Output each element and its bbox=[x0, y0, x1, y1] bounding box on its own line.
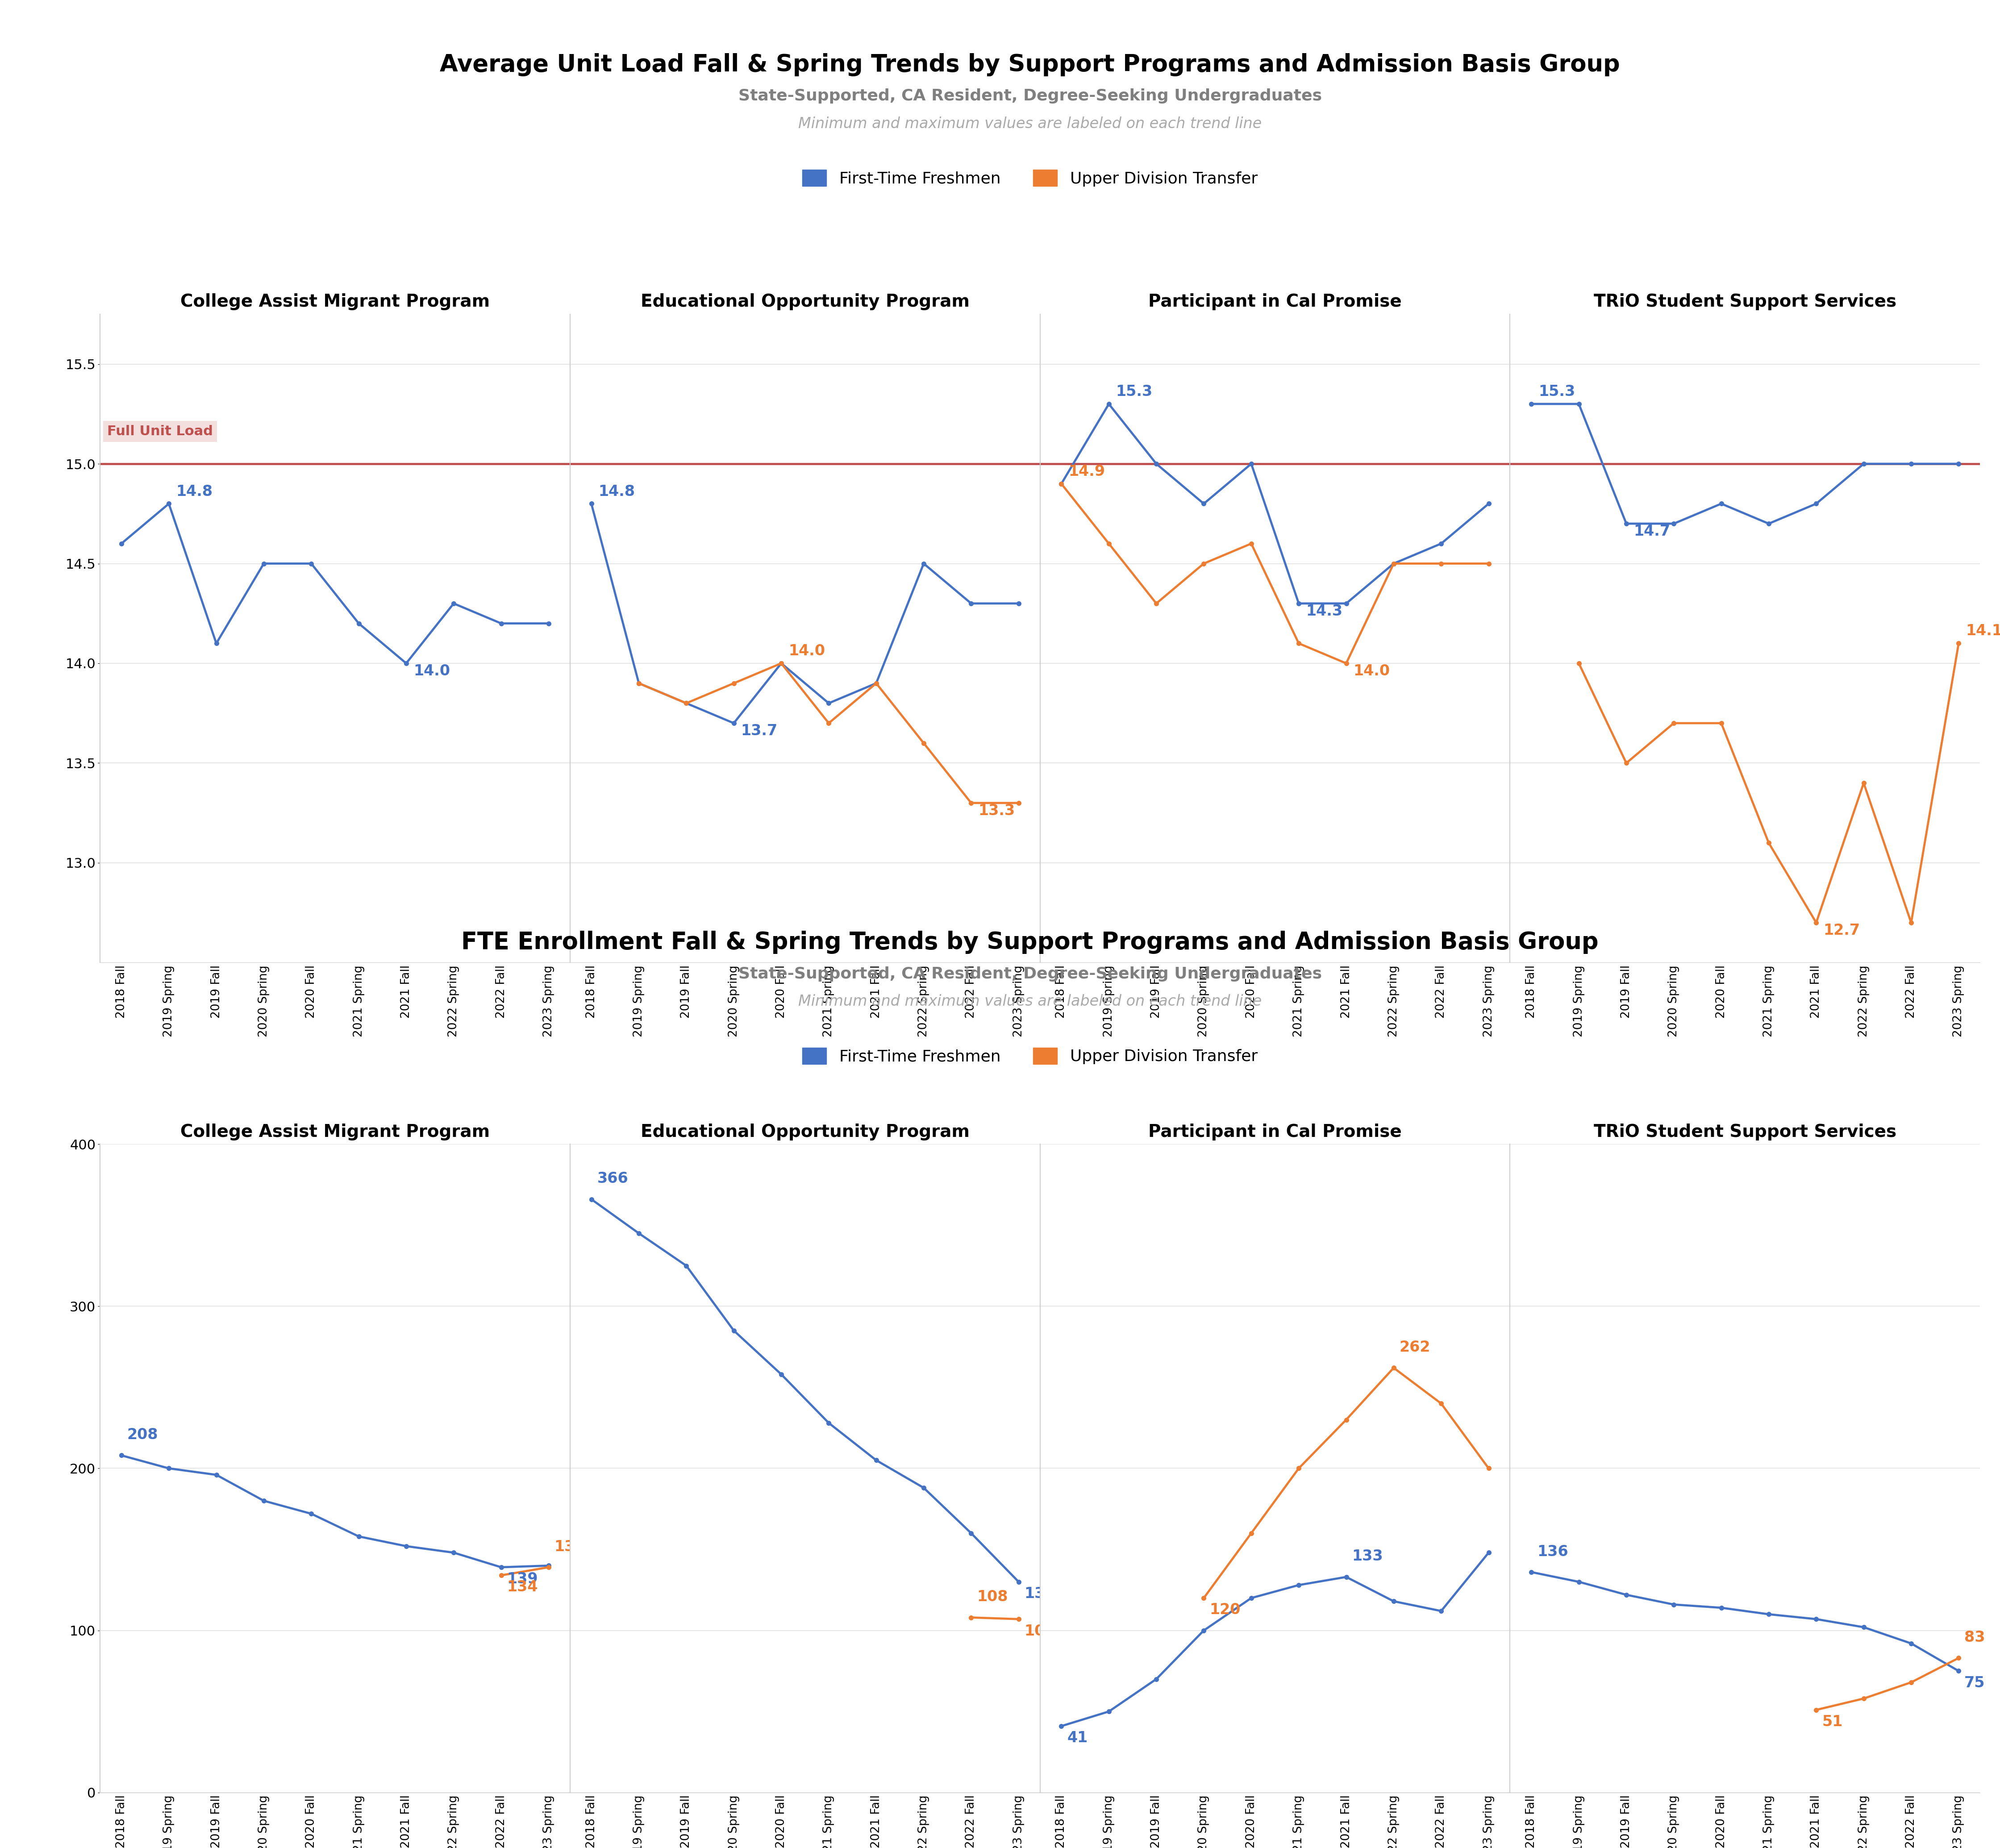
Title: Participant in Cal Promise: Participant in Cal Promise bbox=[1148, 1124, 1402, 1140]
Legend: First-Time Freshmen, Upper Division Transfer: First-Time Freshmen, Upper Division Tran… bbox=[796, 163, 1264, 192]
Text: 262: 262 bbox=[1400, 1340, 1430, 1355]
Text: FTE Enrollment Fall & Spring Trends by Support Programs and Admission Basis Grou: FTE Enrollment Fall & Spring Trends by S… bbox=[462, 931, 1598, 954]
Text: 14.8: 14.8 bbox=[598, 484, 636, 499]
Text: 108: 108 bbox=[976, 1589, 1008, 1604]
Text: Minimum and maximum values are labeled on each trend line: Minimum and maximum values are labeled o… bbox=[798, 116, 1262, 131]
Title: College Assist Migrant Program: College Assist Migrant Program bbox=[180, 294, 490, 310]
Title: Educational Opportunity Program: Educational Opportunity Program bbox=[640, 1124, 970, 1140]
Text: 83: 83 bbox=[1964, 1630, 1986, 1645]
Title: College Assist Migrant Program: College Assist Migrant Program bbox=[180, 1124, 490, 1140]
Text: 14.0: 14.0 bbox=[414, 663, 450, 678]
Text: Average Unit Load Fall & Spring Trends by Support Programs and Admission Basis G: Average Unit Load Fall & Spring Trends b… bbox=[440, 54, 1620, 76]
Text: 13.7: 13.7 bbox=[740, 724, 778, 737]
Text: 14.1: 14.1 bbox=[1966, 625, 2000, 639]
Text: 139: 139 bbox=[506, 1573, 538, 1587]
Text: 41: 41 bbox=[1068, 1732, 1088, 1745]
Legend: First-Time Freshmen, Upper Division Transfer: First-Time Freshmen, Upper Division Tran… bbox=[796, 1040, 1264, 1070]
Text: 120: 120 bbox=[1210, 1602, 1240, 1617]
Text: 13.3: 13.3 bbox=[978, 804, 1016, 819]
Text: State-Supported, CA Resident, Degree-Seeking Undergraduates: State-Supported, CA Resident, Degree-See… bbox=[738, 89, 1322, 103]
Text: 14.0: 14.0 bbox=[1354, 663, 1390, 678]
Title: Educational Opportunity Program: Educational Opportunity Program bbox=[640, 294, 970, 310]
Text: State-Supported, CA Resident, Degree-Seeking Undergraduates: State-Supported, CA Resident, Degree-See… bbox=[738, 967, 1322, 981]
Text: 134: 134 bbox=[506, 1580, 538, 1595]
Text: 130: 130 bbox=[1024, 1586, 1056, 1600]
Title: Participant in Cal Promise: Participant in Cal Promise bbox=[1148, 294, 1402, 310]
Text: 208: 208 bbox=[128, 1427, 158, 1441]
Text: 136: 136 bbox=[1538, 1545, 1568, 1560]
Text: 15.3: 15.3 bbox=[1116, 384, 1152, 399]
Text: 14.0: 14.0 bbox=[788, 643, 826, 658]
Text: Minimum and maximum values are labeled on each trend line: Minimum and maximum values are labeled o… bbox=[798, 994, 1262, 1009]
Text: 75: 75 bbox=[1964, 1676, 1986, 1691]
Text: 139: 139 bbox=[554, 1539, 586, 1554]
Text: 12.7: 12.7 bbox=[1824, 922, 1860, 937]
Title: TRiO Student Support Services: TRiO Student Support Services bbox=[1594, 1124, 1896, 1140]
Text: 14.9: 14.9 bbox=[1068, 464, 1106, 479]
Text: 133: 133 bbox=[1352, 1549, 1382, 1563]
Text: 14.8: 14.8 bbox=[176, 484, 212, 499]
Text: 107: 107 bbox=[1024, 1624, 1056, 1639]
Text: 15.3: 15.3 bbox=[1538, 384, 1576, 399]
Text: 51: 51 bbox=[1822, 1715, 1842, 1730]
Text: 14.3: 14.3 bbox=[1306, 604, 1342, 619]
Text: 14.7: 14.7 bbox=[1634, 525, 1670, 540]
Title: TRiO Student Support Services: TRiO Student Support Services bbox=[1594, 294, 1896, 310]
Text: 366: 366 bbox=[598, 1172, 628, 1186]
Text: Full Unit Load: Full Unit Load bbox=[108, 425, 212, 438]
